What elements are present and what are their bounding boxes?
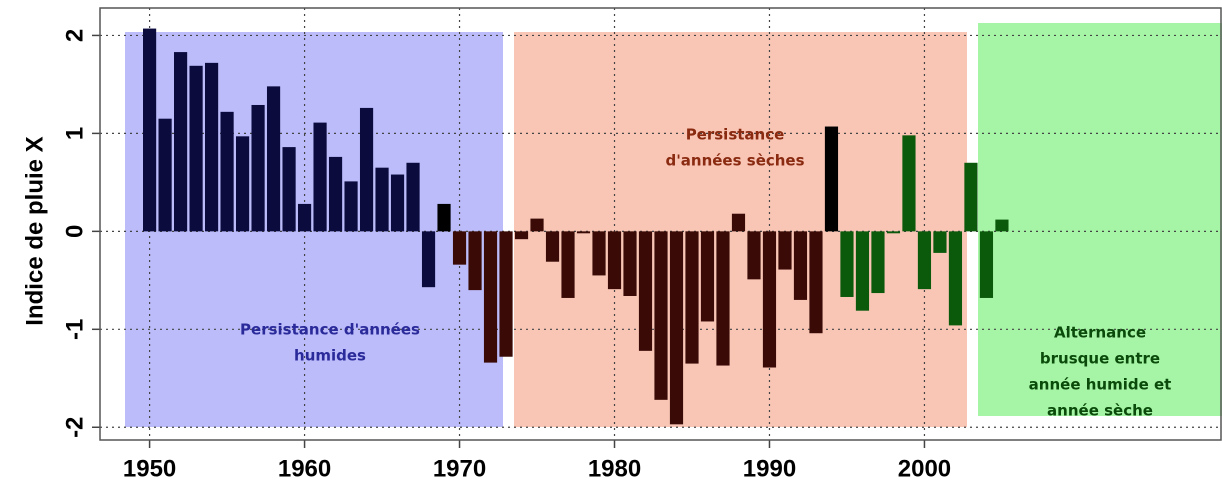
bar — [948, 231, 963, 326]
bar — [669, 231, 684, 425]
bar — [824, 126, 839, 232]
bar — [685, 231, 699, 364]
bar — [158, 118, 172, 232]
bar — [623, 231, 637, 296]
annotation: Persistance d'années — [240, 321, 420, 339]
x-tick-label: 1960 — [278, 455, 331, 482]
bar — [328, 156, 343, 232]
annotation: brusque entre — [1040, 350, 1160, 368]
y-tick-label: -2 — [61, 417, 88, 438]
y-tick-label: 0 — [61, 225, 88, 238]
bar — [933, 231, 947, 253]
alternating-period-region — [978, 23, 1222, 416]
x-tick-label: 1990 — [743, 455, 796, 482]
bar — [902, 135, 916, 232]
annotation: année sèche — [1047, 402, 1153, 420]
annotation: Alternance — [1054, 324, 1146, 342]
y-tick-label: 1 — [61, 127, 88, 140]
bar — [359, 107, 374, 232]
annotation: humides — [294, 347, 366, 365]
bar — [716, 231, 730, 366]
bar — [886, 231, 901, 234]
bar — [189, 65, 203, 232]
x-tick-label: 1980 — [588, 455, 641, 482]
bar — [468, 231, 482, 291]
x-tick-label: 1950 — [123, 455, 176, 482]
bar — [762, 231, 777, 368]
y-tick-label: 2 — [61, 29, 88, 42]
bar — [452, 231, 467, 265]
bar — [266, 86, 281, 232]
bar — [809, 231, 823, 334]
bar — [375, 167, 389, 232]
bar — [483, 231, 498, 363]
bar — [979, 231, 994, 298]
bar — [793, 231, 808, 300]
bar — [654, 231, 668, 400]
bar — [390, 174, 405, 232]
bar — [406, 162, 420, 232]
bar — [638, 231, 653, 351]
bar — [220, 111, 234, 232]
bar — [576, 231, 591, 234]
plot-frame — [99, 7, 1222, 441]
bar — [747, 231, 761, 280]
bar — [421, 231, 436, 288]
bar — [235, 136, 250, 232]
annotation: d'années sèches — [665, 152, 804, 170]
bar — [731, 213, 746, 232]
bar — [297, 203, 312, 232]
bar — [995, 219, 1009, 232]
bar — [173, 52, 188, 232]
bar — [840, 231, 854, 297]
bar — [143, 28, 157, 232]
bar — [964, 162, 978, 232]
bar — [514, 231, 529, 240]
bar — [530, 218, 544, 232]
y-tick-label: -1 — [61, 319, 88, 340]
bar — [561, 231, 575, 298]
bar — [917, 231, 932, 290]
bar — [855, 231, 870, 311]
bar — [313, 122, 327, 232]
bar — [499, 231, 513, 357]
y-axis-label: Indice de pluie X — [21, 136, 48, 325]
bar — [871, 231, 885, 294]
bar — [204, 62, 219, 232]
annotation: Persistance — [686, 126, 785, 144]
bar — [592, 231, 606, 276]
annotation: année humide et — [1029, 376, 1172, 394]
bar — [251, 104, 265, 232]
x-tick-label: 2000 — [898, 455, 951, 482]
bar — [778, 231, 792, 270]
bar — [700, 231, 715, 322]
bar — [607, 231, 622, 290]
bar — [545, 231, 560, 262]
bar — [344, 181, 358, 232]
bar — [282, 147, 296, 232]
bar — [437, 203, 451, 232]
x-tick-label: 1970 — [433, 455, 486, 482]
